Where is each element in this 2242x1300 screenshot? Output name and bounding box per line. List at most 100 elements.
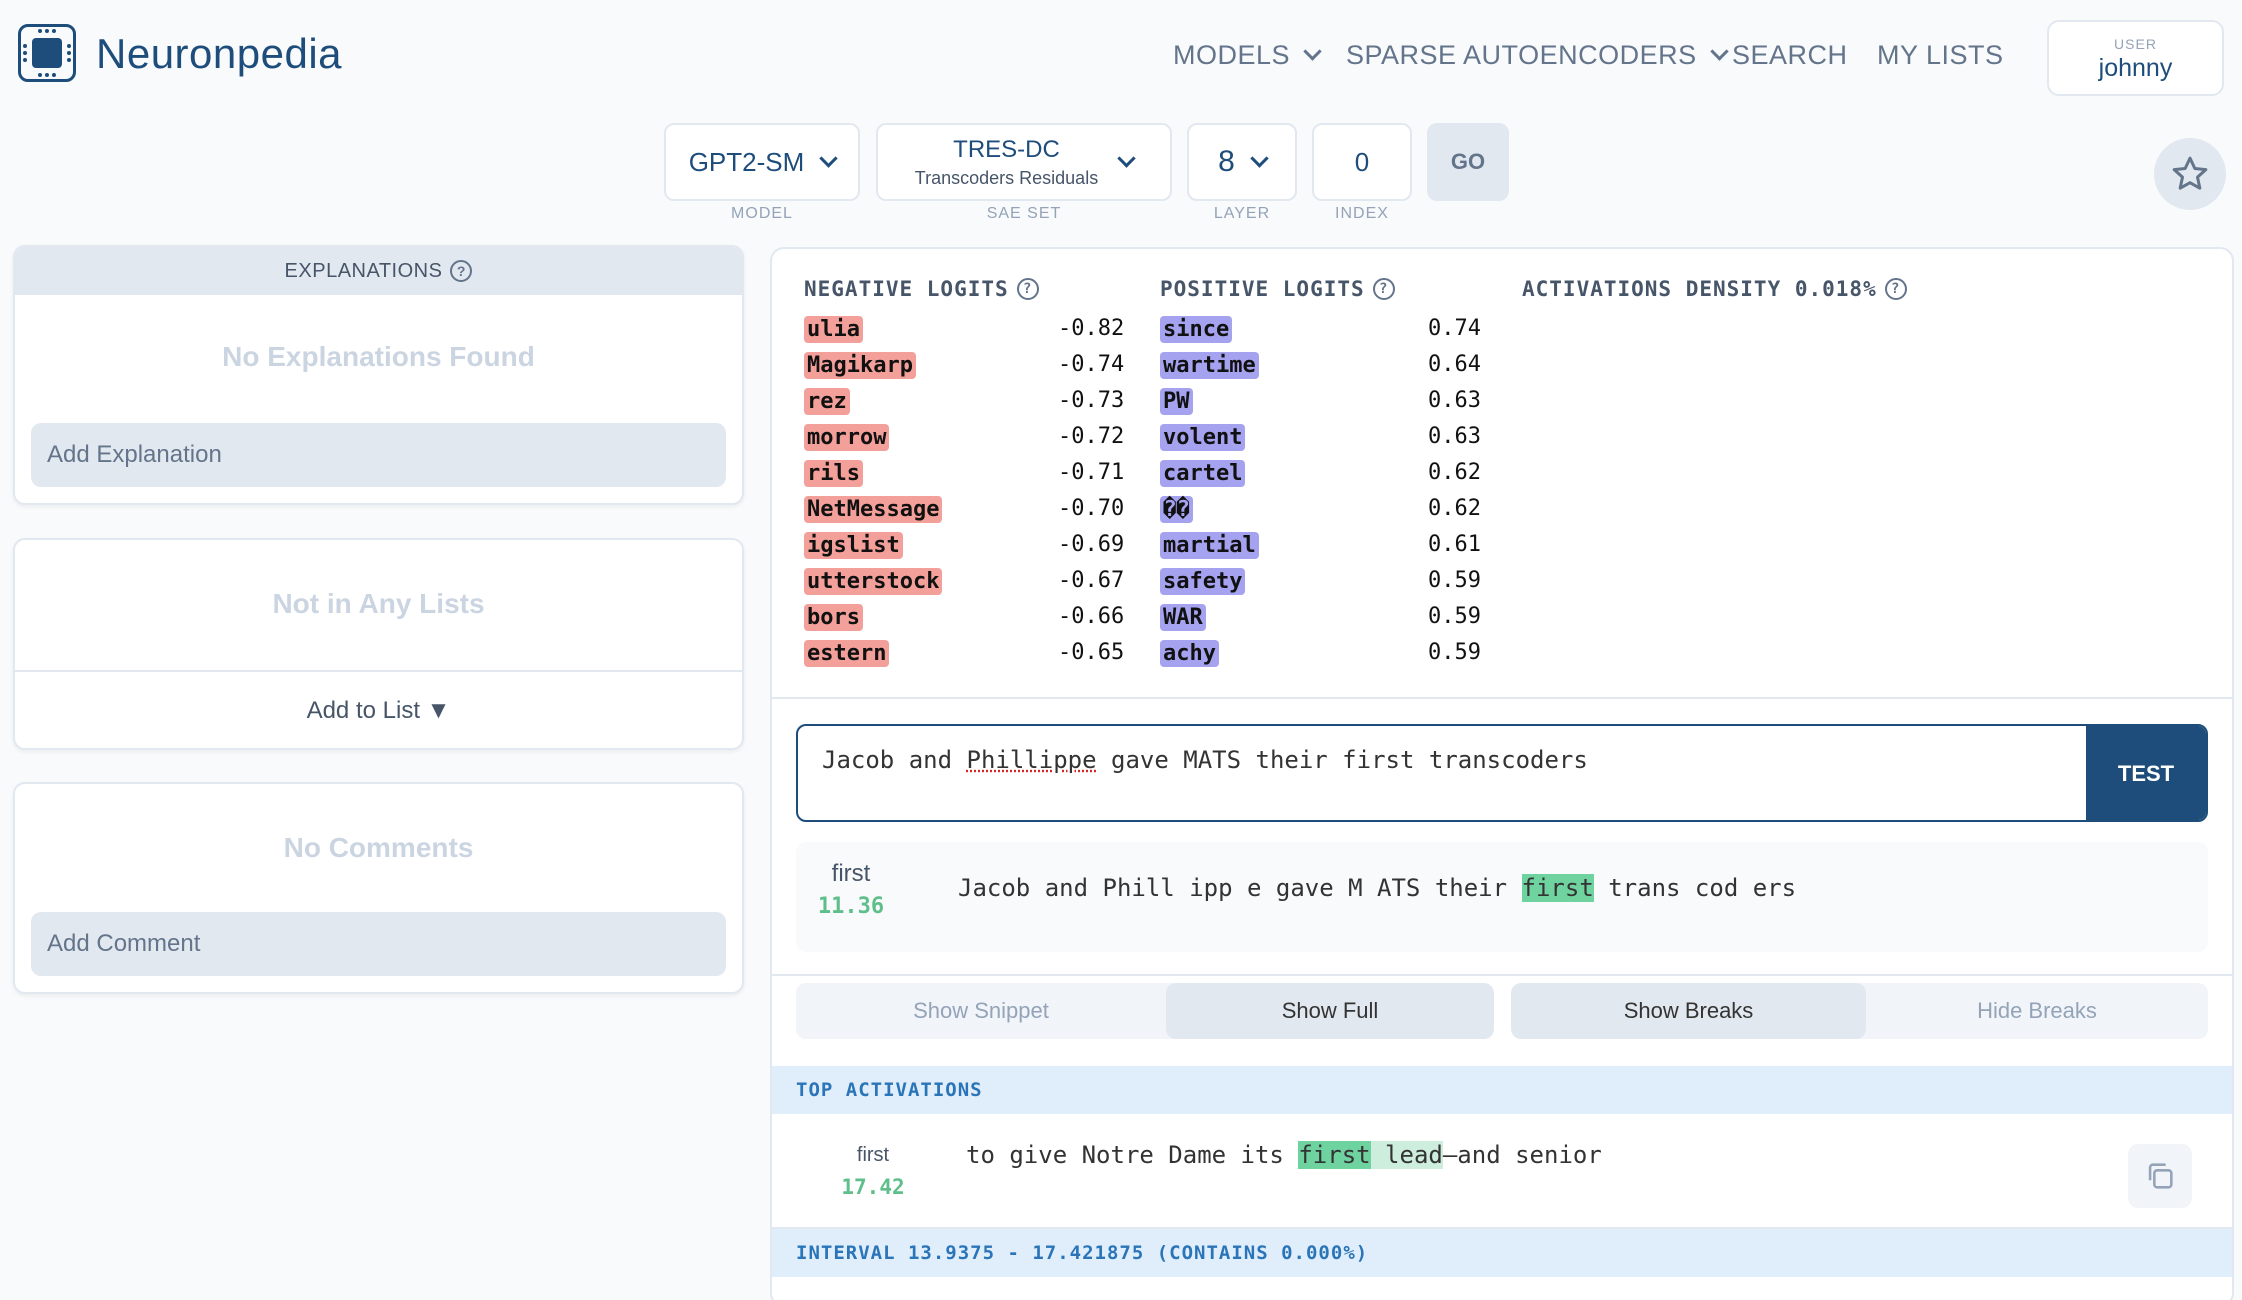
positive-logits-header: POSITIVE LOGITS ?	[1160, 277, 1395, 301]
test-input-misspelled: Phillippe	[966, 746, 1097, 774]
divider	[772, 974, 2232, 976]
sae-set-value: TRES-DC	[953, 135, 1060, 163]
top-activation-value: 17.42	[841, 1175, 905, 1199]
negative-logit-row: Magikarp	[804, 350, 916, 380]
nav-my-lists-label: MY LISTS	[1877, 40, 2004, 70]
negative-logit-value: -0.65	[1058, 640, 1125, 665]
test-input-pre: Jacob and	[822, 746, 967, 774]
show-snippet-button[interactable]: Show Snippet	[913, 998, 1049, 1023]
add-to-list-button[interactable]: Add to List ▼	[306, 697, 451, 724]
neuronpedia-logo-icon[interactable]	[18, 24, 76, 82]
negative-logit-value: -0.69	[1058, 532, 1125, 557]
copy-button[interactable]	[2128, 1144, 2192, 1208]
result-text: Jacob and Phill ipp e gave M ATS their f…	[958, 874, 1796, 902]
show-full-button[interactable]: Show Full	[1166, 983, 1494, 1039]
breaks-toggle-group: Show Breaks Hide Breaks	[1511, 983, 2208, 1039]
explanations-panel: EXPLANATIONS ? No Explanations Found Add…	[13, 245, 744, 505]
negative-logit-token: ulia	[804, 315, 863, 343]
brand-title[interactable]: Neuronpedia	[96, 30, 343, 77]
show-breaks-button[interactable]: Show Breaks	[1511, 983, 1866, 1039]
negative-logit-token: bors	[804, 603, 863, 631]
positive-logit-row: since	[1160, 314, 1233, 344]
nav-sparse-autoencoders[interactable]: SPARSE AUTOENCODERS	[1346, 40, 1729, 71]
model-label: MODEL	[731, 205, 793, 222]
top-activation-highlight-light: lead	[1385, 1141, 1443, 1169]
add-explanation-input[interactable]: Add Explanation	[31, 423, 726, 487]
index-label: INDEX	[1335, 205, 1389, 222]
go-button[interactable]: GO	[1427, 123, 1509, 201]
add-comment-input[interactable]: Add Comment	[31, 912, 726, 976]
layer-label: LAYER	[1213, 205, 1271, 222]
negative-logit-row: igslist	[804, 530, 903, 560]
index-input[interactable]: 0	[1312, 123, 1412, 201]
help-icon[interactable]: ?	[450, 260, 473, 282]
positive-logit-token: cartel	[1160, 459, 1246, 487]
negative-logit-value: -0.70	[1058, 496, 1125, 521]
model-select[interactable]: GPT2-SM	[664, 123, 860, 201]
positive-logit-token: achy	[1160, 639, 1219, 667]
test-input-post: gave MATS their first transcoders	[1096, 746, 1588, 774]
positive-logit-value: 0.64	[1428, 352, 1481, 377]
positive-logit-token: martial	[1160, 531, 1259, 559]
negative-logit-value: -0.71	[1058, 460, 1125, 485]
help-icon[interactable]: ?	[1372, 278, 1395, 300]
positive-logit-value: 0.63	[1428, 424, 1481, 449]
star-button[interactable]	[2154, 138, 2226, 210]
positive-logit-token: safety	[1160, 567, 1246, 595]
top-activations-header: TOP ACTIVATIONS	[772, 1066, 2232, 1114]
interval-header: INTERVAL 13.9375 - 17.421875 (CONTAINS 0…	[772, 1229, 2232, 1277]
sae-set-select[interactable]: TRES-DC Transcoders Residuals	[876, 123, 1172, 201]
positive-logit-value: 0.61	[1428, 532, 1481, 557]
positive-logit-token: ��	[1160, 495, 1193, 523]
positive-logits-title: POSITIVE LOGITS	[1160, 277, 1365, 301]
lists-panel: Not in Any Lists Add to List ▼	[13, 538, 744, 750]
test-button[interactable]: TEST	[2086, 726, 2206, 820]
positive-logit-token: wartime	[1160, 351, 1259, 379]
positive-logit-token: PW	[1160, 387, 1193, 415]
model-value: GPT2-SM	[688, 146, 805, 177]
no-comments-message: No Comments	[283, 832, 474, 863]
negative-logit-token: estern	[804, 639, 890, 667]
negative-logit-value: -0.73	[1058, 388, 1125, 413]
explanations-header: EXPLANATIONS ?	[15, 247, 742, 295]
negative-logits-title: NEGATIVE LOGITS	[804, 277, 1009, 301]
nav-my-lists[interactable]: MY LISTS	[1877, 40, 2004, 71]
negative-logit-value: -0.82	[1058, 316, 1125, 341]
star-icon	[2172, 156, 2208, 190]
help-icon[interactable]: ?	[1884, 278, 1907, 300]
positive-logit-value: 0.74	[1428, 316, 1481, 341]
user-menu-button[interactable]: USER johnny	[2047, 20, 2224, 96]
top-activation-token: first	[856, 1144, 890, 1166]
user-label: USER	[2114, 36, 2157, 52]
negative-logit-token: rils	[804, 459, 863, 487]
test-text-input[interactable]: Jacob and Phillippe gave MATS their firs…	[796, 724, 2208, 822]
chevron-down-icon	[1709, 42, 1729, 61]
positive-logit-row: WAR	[1160, 602, 1206, 632]
negative-logit-token: Magikarp	[804, 351, 916, 379]
nav-models[interactable]: MODELS	[1173, 40, 1322, 71]
positive-logit-row: wartime	[1160, 350, 1259, 380]
user-name: johnny	[2098, 54, 2173, 82]
negative-logit-value: -0.66	[1058, 604, 1125, 629]
positive-logit-row: cartel	[1160, 458, 1246, 488]
negative-logit-value: -0.74	[1058, 352, 1125, 377]
sae-set-label: SAE SET	[986, 205, 1062, 222]
negative-logit-token: igslist	[804, 531, 903, 559]
positive-logit-value: 0.62	[1428, 460, 1481, 485]
negative-logit-row: estern	[804, 638, 890, 668]
activations-density-title: ACTIVATIONS DENSITY 0.018%	[1522, 277, 1877, 301]
negative-logit-token: rez	[804, 387, 850, 415]
nav-search[interactable]: SEARCH	[1732, 40, 1848, 71]
test-input-text: Jacob and Phillippe gave MATS their firs…	[822, 746, 1588, 774]
positive-logit-row: safety	[1160, 566, 1246, 596]
negative-logit-value: -0.67	[1058, 568, 1125, 593]
hide-breaks-button[interactable]: Hide Breaks	[1977, 998, 2097, 1023]
negative-logit-token: morrow	[804, 423, 890, 451]
divider	[772, 1227, 2232, 1229]
no-lists-message: Not in Any Lists	[272, 588, 485, 619]
help-icon[interactable]: ?	[1016, 278, 1039, 300]
nav-models-label: MODELS	[1173, 40, 1291, 70]
chevron-down-icon	[1303, 42, 1322, 61]
layer-select[interactable]: 8	[1187, 123, 1297, 201]
top-activation-post: —and senior	[1442, 1141, 1602, 1169]
